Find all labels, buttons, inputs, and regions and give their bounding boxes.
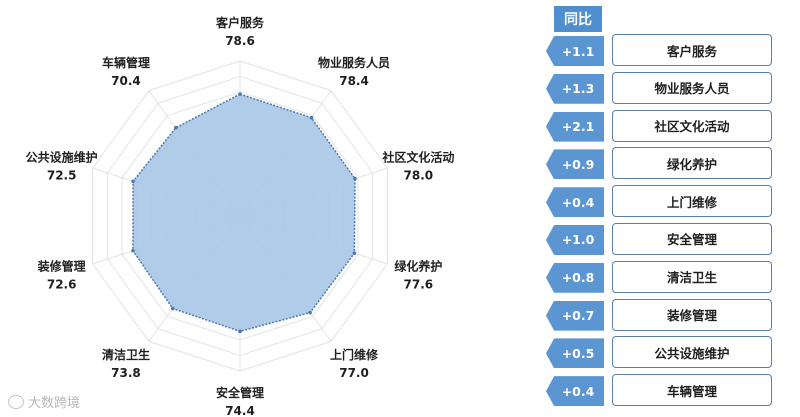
axis-label-6: 清洁卫生 xyxy=(102,347,150,362)
yoy-row: +0.7 装修管理 xyxy=(546,298,776,336)
yoy-category-label: 清洁卫生 xyxy=(612,260,772,293)
axis-label-8: 公共设施维护 xyxy=(26,149,98,164)
value-label-7: 72.6 xyxy=(47,278,77,292)
axis-label-0: 客户服务 xyxy=(215,15,265,30)
radar-point xyxy=(309,115,314,120)
yoy-change-badge: +2.1 xyxy=(546,111,604,142)
radar-point xyxy=(308,310,312,315)
yoy-category-label: 车辆管理 xyxy=(612,374,772,407)
watermark-text: 大数跨境 xyxy=(28,396,81,411)
axis-label-3: 绿化养护 xyxy=(394,259,442,274)
yoy-header: 同比 xyxy=(554,6,602,32)
radar-point xyxy=(174,125,178,130)
axis-label-5: 安全管理 xyxy=(216,385,264,400)
value-label-5: 74.4 xyxy=(225,404,255,417)
yoy-row: +1.3 物业服务人员 xyxy=(546,71,776,109)
axis-label-2: 社区文化活动 xyxy=(381,149,454,164)
axis-label-1: 物业服务人员 xyxy=(318,55,390,70)
radar-point xyxy=(238,92,242,96)
yoy-category-label: 装修管理 xyxy=(612,298,772,331)
axis-label-4: 上门维修 xyxy=(330,347,379,362)
yoy-change-badge: +1.1 xyxy=(546,36,604,66)
radar-point xyxy=(353,176,357,181)
yoy-category-label: 物业服务人员 xyxy=(612,71,772,104)
yoy-row: +1.1 客户服务 xyxy=(546,33,776,71)
yoy-change-badge: +0.7 xyxy=(546,300,604,331)
radar-point xyxy=(352,251,357,255)
value-label-8: 72.5 xyxy=(47,168,77,182)
yoy-category-label: 客户服务 xyxy=(612,34,772,66)
value-label-4: 77.0 xyxy=(339,366,369,380)
yoy-category-label: 安全管理 xyxy=(612,222,772,255)
radar-point xyxy=(131,179,135,184)
axis-label-9: 车辆管理 xyxy=(102,55,150,70)
yoy-category-label: 上门维修 xyxy=(612,185,772,218)
yoy-change-badge: +1.3 xyxy=(546,73,604,104)
yoy-row: +0.8 清洁卫生 xyxy=(546,260,776,298)
yoy-row: +0.5 公共设施维护 xyxy=(546,335,776,373)
watermark: 大数跨境 xyxy=(8,392,80,411)
radar-series-area xyxy=(132,93,356,333)
yoy-row: +0.4 上门维修 xyxy=(546,184,776,222)
radar-point xyxy=(238,329,242,334)
yoy-row: +0.4 车辆管理 xyxy=(546,373,776,411)
radar-point xyxy=(170,306,175,311)
value-label-3: 77.6 xyxy=(404,278,434,292)
value-label-1: 78.4 xyxy=(339,74,369,88)
yoy-category-label: 公共设施维护 xyxy=(612,336,772,369)
yoy-change-badge: +0.8 xyxy=(546,262,604,293)
yoy-change-badge: +0.4 xyxy=(546,187,604,218)
yoy-change-badge: +0.9 xyxy=(546,149,604,180)
yoy-list: +1.1 客户服务 +1.3 物业服务人员 +2.1 社区文化活动 +0.9 绿化养护 +0.4… xyxy=(546,33,776,411)
value-label-2: 78.0 xyxy=(404,168,434,182)
yoy-change-badge: +0.4 xyxy=(546,376,604,407)
yoy-row: +1.0 安全管理 xyxy=(546,222,776,260)
value-label-9: 70.4 xyxy=(111,74,141,88)
yoy-row: +2.1 社区文化活动 xyxy=(546,109,776,147)
yoy-category-label: 社区文化活动 xyxy=(612,109,772,142)
yoy-change-badge: +1.0 xyxy=(546,224,604,255)
value-label-0: 78.6 xyxy=(225,34,255,48)
radar-point xyxy=(131,248,135,253)
axis-label-7: 装修管理 xyxy=(37,259,86,274)
yoy-category-label: 绿化养护 xyxy=(612,147,772,180)
radar-chart: 客户服务 78.6 物业服务人员 78.4 社区文化活动 78.0 绿化养护 77.6 上门维修… xyxy=(26,15,455,417)
yoy-change-badge: +0.5 xyxy=(546,338,604,369)
yoy-row: +0.9 绿化养护 xyxy=(546,146,776,184)
logo-icon xyxy=(8,394,24,409)
value-label-6: 73.8 xyxy=(111,366,141,380)
